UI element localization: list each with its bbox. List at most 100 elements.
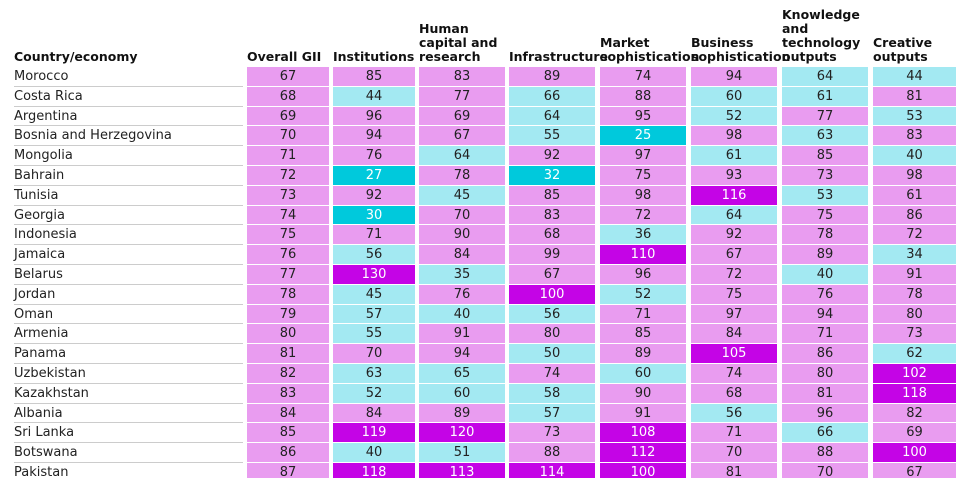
score-cell: 130 bbox=[333, 265, 415, 285]
score-cell: 70 bbox=[691, 443, 777, 463]
score-cell: 32 bbox=[509, 166, 595, 186]
score-cell: 79 bbox=[247, 304, 329, 325]
score-cell: 112 bbox=[600, 443, 686, 463]
score-cell: 75 bbox=[691, 284, 777, 305]
score-cell: 85 bbox=[247, 423, 329, 444]
score-cell: 58 bbox=[509, 383, 595, 404]
score-cell: 99 bbox=[509, 245, 595, 265]
score-cell: 94 bbox=[691, 67, 777, 87]
score-cell: 77 bbox=[782, 106, 868, 127]
score-cell: 74 bbox=[691, 364, 777, 384]
score-cell: 71 bbox=[247, 146, 329, 166]
score-cell: 56 bbox=[691, 403, 777, 424]
score-cell: 89 bbox=[509, 67, 595, 87]
score-cell: 96 bbox=[333, 106, 415, 127]
score-cell: 67 bbox=[509, 265, 595, 285]
score-cell: 80 bbox=[247, 324, 329, 345]
score-cell: 93 bbox=[691, 166, 777, 186]
country-name: Argentina bbox=[14, 107, 243, 127]
score-cell: 90 bbox=[600, 383, 686, 404]
score-cell: 55 bbox=[333, 324, 415, 345]
score-cell: 85 bbox=[333, 67, 415, 87]
score-cell: 75 bbox=[600, 166, 686, 186]
score-cell: 53 bbox=[873, 106, 956, 127]
score-cell: 63 bbox=[333, 364, 415, 384]
score-cell: 72 bbox=[873, 225, 956, 246]
score-cell: 71 bbox=[333, 225, 415, 246]
score-cell: 88 bbox=[600, 86, 686, 107]
score-cell: 85 bbox=[782, 146, 868, 166]
score-cell: 56 bbox=[509, 304, 595, 325]
score-cell: 71 bbox=[782, 324, 868, 345]
score-cell: 86 bbox=[247, 443, 329, 463]
score-cell: 80 bbox=[782, 364, 868, 384]
score-cell: 53 bbox=[782, 185, 868, 206]
score-cell: 94 bbox=[782, 304, 868, 325]
score-cell: 40 bbox=[333, 443, 415, 463]
score-cell: 71 bbox=[600, 304, 686, 325]
score-cell: 88 bbox=[782, 443, 868, 463]
score-cell: 73 bbox=[873, 324, 956, 345]
score-cell: 83 bbox=[419, 67, 505, 87]
column-header: Business sophistication bbox=[691, 35, 791, 64]
score-cell: 91 bbox=[873, 265, 956, 285]
score-cell: 100 bbox=[873, 443, 956, 463]
score-cell: 83 bbox=[509, 205, 595, 226]
score-cell: 94 bbox=[333, 126, 415, 147]
score-cell: 70 bbox=[333, 344, 415, 364]
score-cell: 66 bbox=[509, 86, 595, 107]
score-cell: 60 bbox=[600, 364, 686, 384]
country-name: Kazakhstan bbox=[14, 384, 243, 404]
score-cell: 81 bbox=[691, 463, 777, 478]
score-cell: 67 bbox=[247, 67, 329, 87]
score-cell: 61 bbox=[691, 146, 777, 166]
score-cell: 61 bbox=[873, 185, 956, 206]
score-cell: 86 bbox=[782, 344, 868, 364]
score-cell: 62 bbox=[873, 344, 956, 364]
column-header: Infrastructure bbox=[509, 49, 608, 64]
score-cell: 84 bbox=[333, 403, 415, 424]
score-cell: 92 bbox=[509, 146, 595, 166]
score-cell: 105 bbox=[691, 344, 777, 364]
score-cell: 78 bbox=[873, 284, 956, 305]
score-cell: 110 bbox=[600, 245, 686, 265]
column-header: Creative outputs bbox=[873, 35, 933, 64]
score-cell: 68 bbox=[247, 86, 329, 107]
score-cell: 55 bbox=[509, 126, 595, 147]
score-cell: 87 bbox=[247, 463, 329, 478]
score-cell: 70 bbox=[247, 126, 329, 147]
score-cell: 88 bbox=[509, 443, 595, 463]
country-name: Indonesia bbox=[14, 225, 243, 246]
score-cell: 64 bbox=[782, 67, 868, 87]
score-cell: 86 bbox=[873, 205, 956, 226]
score-cell: 89 bbox=[782, 245, 868, 265]
country-name: Pakistan bbox=[14, 463, 243, 478]
score-cell: 40 bbox=[782, 265, 868, 285]
score-cell: 96 bbox=[782, 403, 868, 424]
score-cell: 85 bbox=[600, 324, 686, 345]
score-cell: 51 bbox=[419, 443, 505, 463]
country-name: Morocco bbox=[14, 67, 243, 87]
score-cell: 44 bbox=[873, 67, 956, 87]
score-cell: 60 bbox=[419, 383, 505, 404]
score-cell: 74 bbox=[509, 364, 595, 384]
score-cell: 76 bbox=[333, 146, 415, 166]
country-name: Belarus bbox=[14, 265, 243, 285]
score-cell: 94 bbox=[419, 344, 505, 364]
score-cell: 64 bbox=[691, 205, 777, 226]
score-cell: 69 bbox=[873, 423, 956, 444]
score-cell: 73 bbox=[247, 185, 329, 206]
score-cell: 81 bbox=[782, 383, 868, 404]
score-cell: 57 bbox=[509, 403, 595, 424]
score-cell: 57 bbox=[333, 304, 415, 325]
score-cell: 45 bbox=[419, 185, 505, 206]
column-header: Market sophistication bbox=[600, 35, 700, 64]
score-cell: 67 bbox=[691, 245, 777, 265]
score-cell: 34 bbox=[873, 245, 956, 265]
score-cell: 97 bbox=[691, 304, 777, 325]
score-cell: 108 bbox=[600, 423, 686, 444]
score-cell: 67 bbox=[419, 126, 505, 147]
score-cell: 74 bbox=[247, 205, 329, 226]
score-cell: 75 bbox=[247, 225, 329, 246]
score-cell: 36 bbox=[600, 225, 686, 246]
